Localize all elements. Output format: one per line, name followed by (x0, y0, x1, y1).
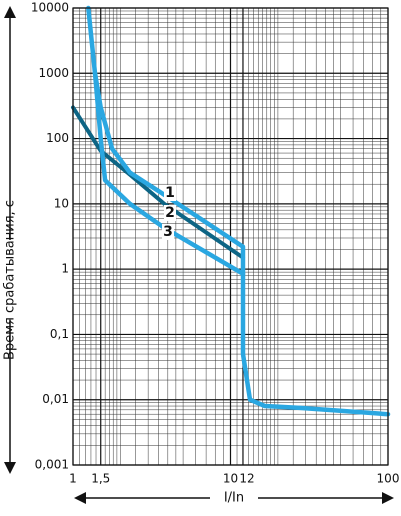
curve-label: 1 (165, 185, 175, 201)
curve-label: 3 (163, 224, 173, 240)
y-tick-label: 1 (61, 262, 69, 276)
y-tick-label: 1000 (38, 66, 69, 80)
curve-label-bg (164, 185, 176, 201)
curve (92, 71, 246, 277)
y-tick-label: 10 (54, 196, 69, 210)
curves (71, 5, 391, 417)
y-tick-label: 0,01 (42, 392, 69, 406)
plot-frame (72, 7, 389, 466)
y-tick-label: 0,1 (50, 327, 69, 341)
y-tick-label: 10000 (31, 1, 69, 15)
curve (86, 5, 391, 417)
x-tick-label: 1 (69, 472, 77, 486)
curve-label-bg (162, 224, 174, 240)
curve-label-bg (164, 205, 176, 221)
x-tick-label: 12 (239, 472, 254, 486)
y-axis-label: Время срабатывания, с (3, 200, 18, 360)
x-tick-label: 100 (377, 472, 400, 486)
x-axis-label: I/In (224, 491, 244, 506)
y-tick-label: 0,001 (35, 458, 69, 472)
curve-label: 2 (165, 205, 175, 221)
y-tick-label: 100 (46, 131, 69, 145)
x-tick-label: 10 (223, 472, 238, 486)
x-tick-label: 1,5 (91, 472, 110, 486)
